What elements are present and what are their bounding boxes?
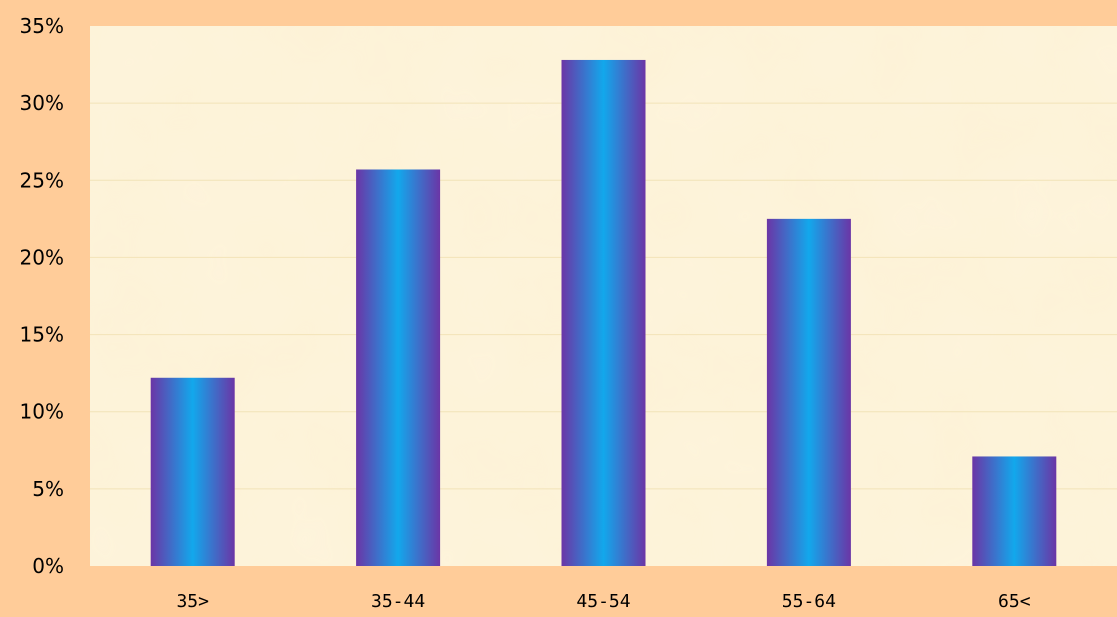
bar-1 — [150, 377, 235, 566]
x-tick-label: 45-54 — [576, 591, 630, 612]
x-axis: 35> 35-44 45-54 55-64 65< — [176, 591, 1030, 612]
x-tick-label: 35-44 — [371, 591, 425, 612]
y-tick-label: 10% — [20, 400, 64, 424]
x-tick-label: 55-64 — [782, 591, 836, 612]
y-tick-label: 25% — [20, 168, 64, 192]
x-tick-label: 65< — [998, 591, 1031, 612]
y-tick-label: 15% — [20, 323, 64, 347]
y-tick-label: 0% — [32, 554, 64, 578]
y-tick-label: 20% — [20, 245, 64, 269]
y-tick-label: 35% — [20, 14, 64, 38]
bars — [150, 59, 1057, 566]
x-tick-label: 35> — [176, 591, 209, 612]
bar-5 — [972, 456, 1057, 566]
y-tick-label: 5% — [32, 477, 64, 501]
y-axis: 0% 5% 10% 15% 20% 25% 30% 35% — [20, 14, 64, 578]
bar-2 — [356, 169, 441, 566]
bar-4 — [766, 218, 851, 566]
bar-3 — [561, 59, 646, 566]
y-tick-label: 30% — [20, 91, 64, 115]
